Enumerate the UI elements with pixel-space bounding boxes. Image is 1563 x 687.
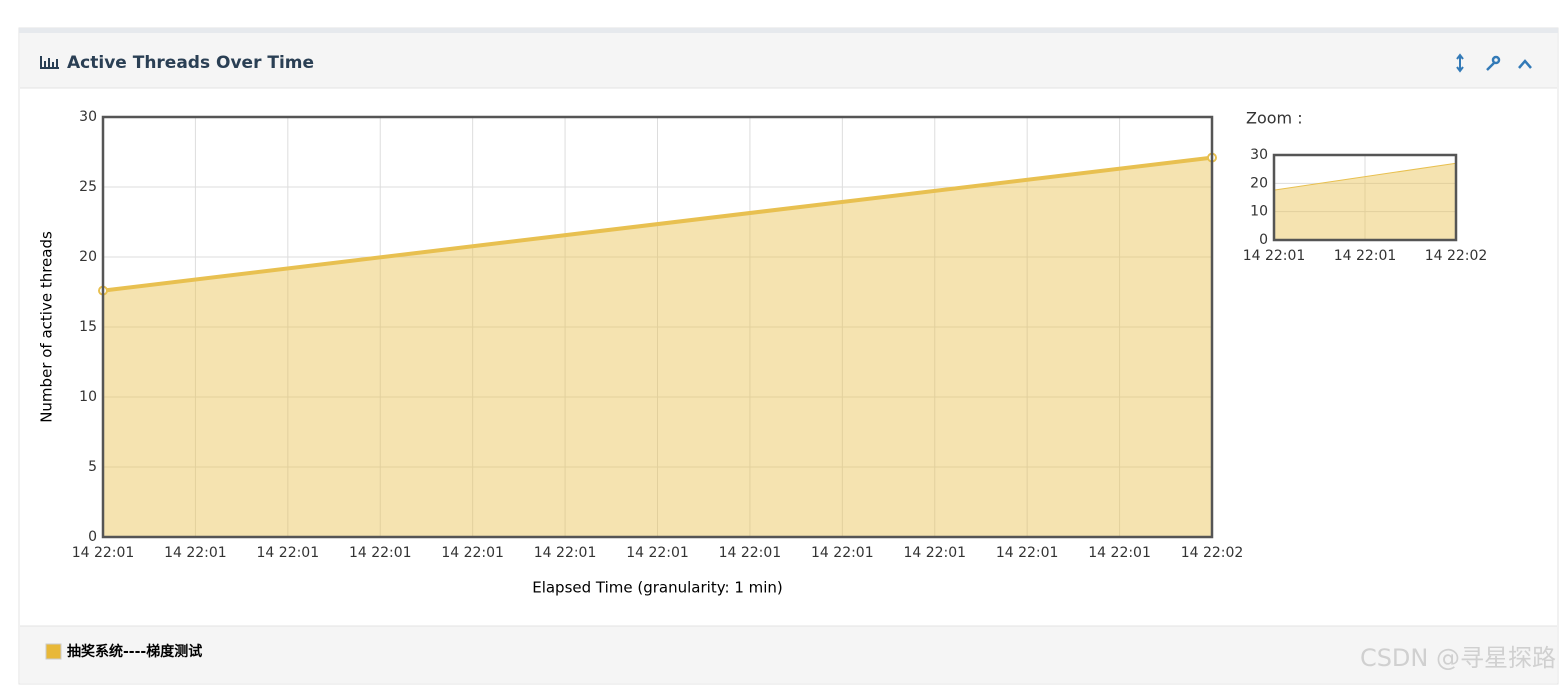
- y-tick-label: 30: [1250, 147, 1268, 163]
- x-tick-label: 14 22:01: [1243, 248, 1306, 264]
- x-tick-label: 14 22:01: [996, 545, 1059, 561]
- settings-button[interactable]: [1486, 55, 1501, 71]
- x-tick-label: 14 22:01: [811, 545, 874, 561]
- plot-frame: [101, 115, 1214, 539]
- chart-title: Zoom :: [1246, 109, 1303, 128]
- line: [1273, 162, 1457, 191]
- resize-button[interactable]: [1456, 53, 1464, 73]
- plot-frame: [1272, 153, 1458, 242]
- collapse-button[interactable]: [1518, 59, 1532, 69]
- x-tick-label: 14 22:01: [1088, 545, 1151, 561]
- legend-label[interactable]: 抽奖系统----梯度测试: [67, 643, 202, 660]
- y-tick-label: 10: [1250, 204, 1268, 220]
- panel-header: [20, 33, 1557, 88]
- x-axis-title: Elapsed Time (granularity: 1 min): [532, 579, 783, 597]
- x-tick-label: 14 22:01: [534, 545, 597, 561]
- watermark: CSDN @寻星探路: [1360, 644, 1556, 672]
- y-tick-label: 10: [79, 389, 97, 405]
- y-tick-label: 20: [79, 249, 97, 265]
- x-tick-label: 14 22:01: [72, 545, 135, 561]
- y-axis-title: Number of active threads: [38, 231, 56, 423]
- chart-icon: [40, 56, 59, 69]
- x-tick-label: 14 22:01: [626, 545, 689, 561]
- y-tick-label: 0: [1259, 232, 1268, 248]
- x-tick-label: 14 22:02: [1181, 545, 1244, 561]
- y-tick-label: 15: [79, 319, 97, 335]
- x-tick-label: 14 22:01: [164, 545, 227, 561]
- panel: [18, 27, 1559, 685]
- y-tick-label: 25: [79, 179, 97, 195]
- line: [102, 155, 1213, 293]
- x-tick-label: 14 22:01: [719, 545, 782, 561]
- y-tick-label: 0: [88, 529, 97, 545]
- x-tick-label: 14 22:01: [903, 545, 966, 561]
- x-tick-label: 14 22:01: [1334, 248, 1397, 264]
- y-tick-label: 30: [79, 109, 97, 125]
- panel-title: Active Threads Over Time: [67, 53, 314, 73]
- area: [103, 157, 1212, 537]
- x-tick-label: 14 22:01: [441, 545, 504, 561]
- panel-top-border: [19, 28, 1558, 33]
- panel-footer: [20, 626, 1557, 683]
- y-tick-label: 20: [1250, 175, 1268, 191]
- legend-swatch[interactable]: [45, 643, 62, 660]
- area: [1274, 163, 1456, 240]
- y-tick-label: 5: [88, 459, 97, 475]
- x-tick-label: 14 22:02: [1425, 248, 1488, 264]
- x-tick-label: 14 22:01: [349, 545, 412, 561]
- x-tick-label: 14 22:01: [257, 545, 320, 561]
